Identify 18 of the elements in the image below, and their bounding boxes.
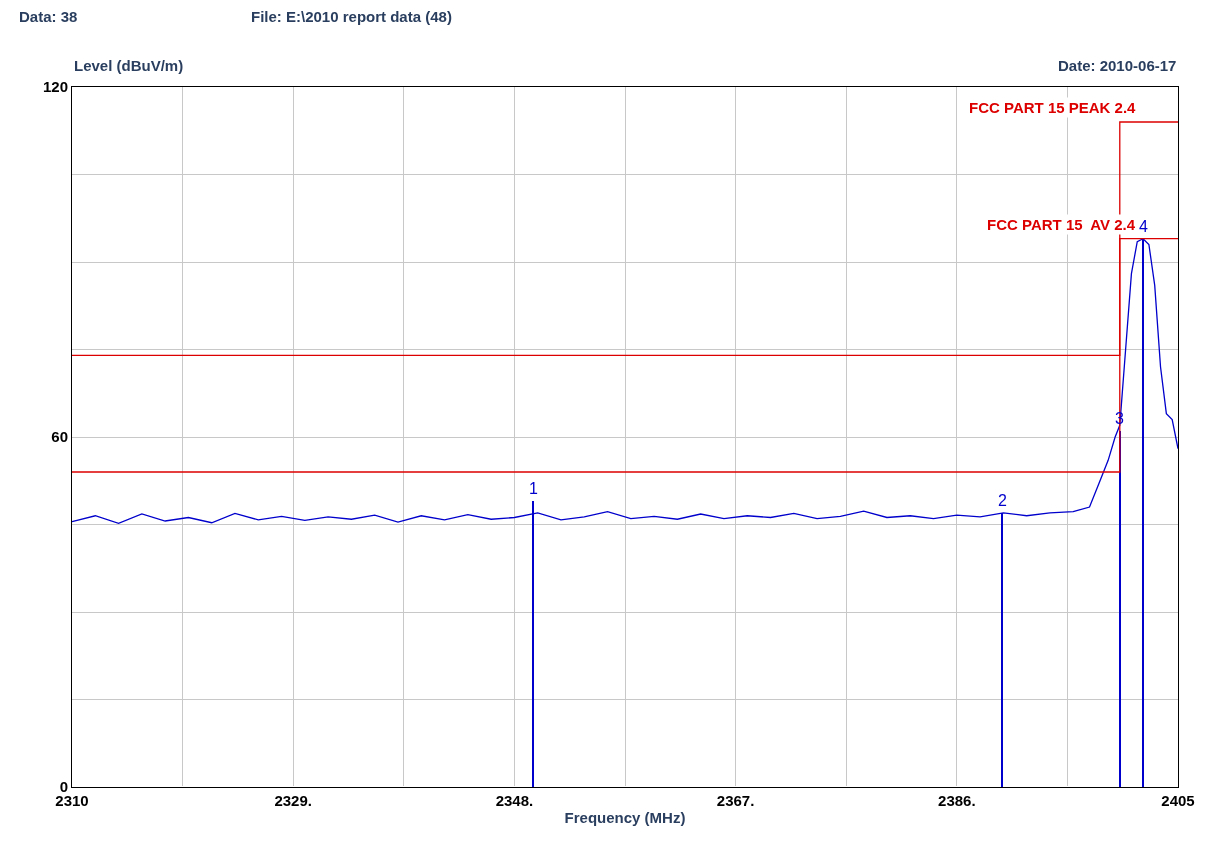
x-tick-label: 2367. xyxy=(716,792,755,809)
series-label: FCC PART 15 AV 2.4 xyxy=(987,216,1136,233)
series-label: FCC PART 15 PEAK 2.4 xyxy=(969,99,1137,116)
text: Date: 2010-06-17 xyxy=(1058,57,1177,74)
chart-title: Data: 38 xyxy=(19,8,78,25)
annotation: 1 xyxy=(529,480,538,497)
x-tick-label: 2348. xyxy=(495,792,534,809)
annotation: 2 xyxy=(998,492,1007,509)
x-tick-label: 2386. xyxy=(938,792,976,809)
y-axis-title: Level (dBuV/m) xyxy=(74,57,184,74)
annotation: 4 xyxy=(1139,218,1148,235)
x-axis-title: Frequency (MHz) xyxy=(564,809,686,826)
y-tick-label: 60 xyxy=(51,428,68,446)
x-tick-label: 2405 xyxy=(1161,792,1195,809)
bar xyxy=(1119,431,1121,787)
x-tick-label: 2329. xyxy=(274,792,312,809)
y-tick-label: 120 xyxy=(42,78,68,96)
chart-subtitle: File: E:\2010 report data (48) xyxy=(251,8,452,25)
